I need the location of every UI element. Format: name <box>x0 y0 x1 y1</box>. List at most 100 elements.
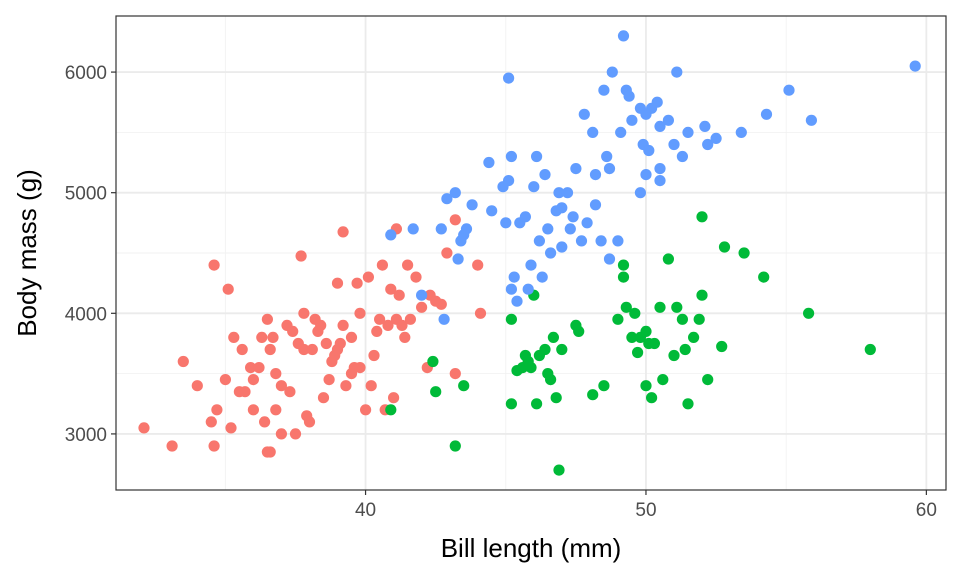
data-point-series-3 <box>561 187 574 199</box>
data-point-series-1 <box>264 446 276 458</box>
data-point-series-2 <box>654 301 666 313</box>
y-tick-label: 6000 <box>65 63 107 84</box>
data-point-series-1 <box>256 331 268 343</box>
data-point-series-1 <box>228 331 240 343</box>
data-point-series-3 <box>601 150 613 163</box>
data-point-series-1 <box>264 343 276 356</box>
data-point-series-1 <box>222 283 234 295</box>
data-point-series-1 <box>298 343 310 356</box>
data-point-series-1 <box>287 325 299 337</box>
data-point-series-1 <box>388 392 400 404</box>
data-point-series-3 <box>735 126 747 138</box>
data-point-series-1 <box>177 355 189 368</box>
data-point-series-1 <box>275 428 287 440</box>
y-tick-label: 5000 <box>65 184 107 205</box>
data-point-series-2 <box>803 307 815 319</box>
data-point-series-1 <box>323 374 335 386</box>
data-point-series-2 <box>385 404 397 416</box>
data-point-series-3 <box>682 126 694 138</box>
data-point-series-1 <box>270 368 282 380</box>
data-point-series-3 <box>671 66 683 78</box>
data-point-series-3 <box>654 120 666 132</box>
data-point-series-2 <box>587 389 599 401</box>
data-point-series-1 <box>317 392 330 404</box>
data-point-series-3 <box>528 181 540 193</box>
data-point-series-1 <box>474 307 487 319</box>
data-point-series-3 <box>640 169 652 181</box>
data-point-series-3 <box>466 199 478 211</box>
data-point-series-1 <box>289 428 302 440</box>
data-point-series-2 <box>505 398 517 410</box>
data-point-series-1 <box>410 271 422 283</box>
data-point-series-1 <box>236 343 248 356</box>
data-point-series-3 <box>805 114 818 126</box>
data-point-series-2 <box>573 325 585 337</box>
data-point-series-3 <box>449 187 461 199</box>
data-point-series-3 <box>589 199 602 211</box>
data-point-series-3 <box>570 163 582 175</box>
data-points <box>138 30 921 476</box>
data-point-series-2 <box>646 392 658 404</box>
y-axis-title: Body mass (g) <box>12 169 42 337</box>
data-point-series-3 <box>531 150 543 163</box>
data-point-series-1 <box>331 277 344 289</box>
data-point-series-2 <box>612 313 624 325</box>
data-point-series-2 <box>545 374 557 386</box>
data-point-series-2 <box>617 259 630 271</box>
data-point-series-1 <box>298 307 310 319</box>
data-point-series-1 <box>396 319 408 331</box>
y-tick-label: 4000 <box>65 304 107 325</box>
data-point-series-3 <box>553 187 565 199</box>
data-point-series-2 <box>648 337 661 350</box>
data-point-series-3 <box>589 169 602 181</box>
data-point-series-1 <box>275 380 287 392</box>
data-point-series-1 <box>320 337 332 350</box>
data-point-series-3 <box>710 132 722 144</box>
data-point-series-3 <box>702 138 714 151</box>
data-point-series-3 <box>567 211 579 223</box>
data-point-series-3 <box>525 259 537 271</box>
data-point-series-3 <box>654 163 666 175</box>
y-tick-label: 3000 <box>65 425 107 446</box>
data-point-series-3 <box>536 271 548 283</box>
data-point-series-3 <box>603 253 616 265</box>
data-point-series-1 <box>382 319 394 331</box>
data-point-series-1 <box>306 343 318 356</box>
data-point-series-1 <box>449 214 461 226</box>
data-point-series-2 <box>598 380 610 392</box>
data-point-series-1 <box>166 440 178 452</box>
data-point-series-3 <box>643 144 655 157</box>
data-point-series-2 <box>522 355 534 368</box>
data-point-series-2 <box>679 343 691 356</box>
data-point-series-1 <box>247 374 259 386</box>
data-point-series-2 <box>458 380 470 392</box>
data-point-series-2 <box>657 374 669 386</box>
data-point-series-2 <box>547 331 560 343</box>
data-point-series-2 <box>693 313 705 325</box>
data-point-series-3 <box>435 223 447 235</box>
data-point-series-3 <box>617 30 630 42</box>
data-point-series-1 <box>225 422 237 434</box>
data-point-series-3 <box>522 283 534 295</box>
data-point-series-3 <box>595 235 607 247</box>
data-point-series-3 <box>542 223 554 235</box>
x-tick-label: 50 <box>635 500 656 521</box>
data-point-series-3 <box>699 120 711 132</box>
data-point-series-2 <box>696 289 708 301</box>
panel-border <box>115 15 947 491</box>
data-point-series-3 <box>556 241 568 253</box>
data-point-series-3 <box>909 60 921 72</box>
data-point-series-3 <box>626 114 638 126</box>
data-point-series-3 <box>416 289 428 301</box>
data-point-series-1 <box>368 349 380 362</box>
data-point-series-1 <box>205 416 217 428</box>
data-point-series-1 <box>208 259 220 271</box>
data-point-series-2 <box>531 398 543 410</box>
data-point-series-1 <box>337 319 349 331</box>
data-point-series-3 <box>519 211 532 223</box>
data-point-series-3 <box>500 217 512 229</box>
data-point-series-2 <box>702 374 714 386</box>
data-point-series-3 <box>634 187 647 199</box>
data-point-series-2 <box>556 343 568 356</box>
data-point-series-1 <box>138 422 150 434</box>
